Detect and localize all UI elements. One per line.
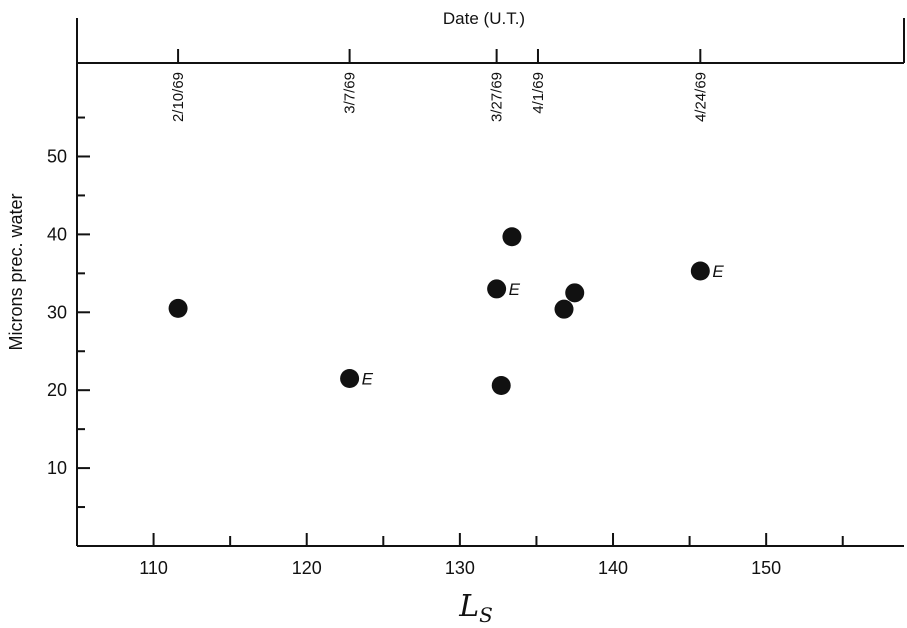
y-tick-label: 20 xyxy=(47,380,67,400)
x-tick-label: 120 xyxy=(292,558,322,578)
x-tick-label: 140 xyxy=(598,558,628,578)
y-axis-ticks: 10 20 30 40 50 xyxy=(47,116,90,509)
x-axis-ticks: 110 120 130 140 150 xyxy=(76,533,844,578)
point-annotation: E xyxy=(509,280,521,299)
data-point xyxy=(690,261,710,281)
date-label: 4/1/69 xyxy=(530,72,547,114)
x-tick-label: 130 xyxy=(445,558,475,578)
x-tick-label: 150 xyxy=(751,558,781,578)
data-point xyxy=(491,376,511,396)
date-label: 3/7/69 xyxy=(342,72,359,114)
y-tick-label: 50 xyxy=(47,146,67,166)
x-tick-label: 110 xyxy=(139,558,168,578)
top-axis-title: Date (U.T.) xyxy=(443,9,525,28)
data-point xyxy=(554,299,574,319)
date-label: 2/10/69 xyxy=(170,72,187,122)
data-point xyxy=(340,369,360,389)
data-point xyxy=(487,279,507,299)
date-label: 3/27/69 xyxy=(489,72,506,122)
date-markers: 2/10/69 3/7/69 3/27/69 4/1/69 4/24/69 xyxy=(170,49,709,122)
data-point xyxy=(502,227,522,247)
point-annotation: E xyxy=(362,370,374,389)
x-axis-label-main: L xyxy=(458,589,479,624)
data-point xyxy=(168,298,188,318)
date-label: 4/24/69 xyxy=(692,72,709,122)
data-point xyxy=(565,283,585,303)
y-tick-label: 40 xyxy=(47,224,67,244)
y-tick-label: 30 xyxy=(47,302,67,322)
x-axis-label-sub: S xyxy=(479,603,493,627)
y-tick-label: 10 xyxy=(47,458,67,478)
x-axis-label: LS xyxy=(458,589,493,627)
data-points: E E E xyxy=(168,227,724,396)
y-axis-label: Microns prec. water xyxy=(6,193,26,350)
point-annotation: E xyxy=(712,262,724,281)
